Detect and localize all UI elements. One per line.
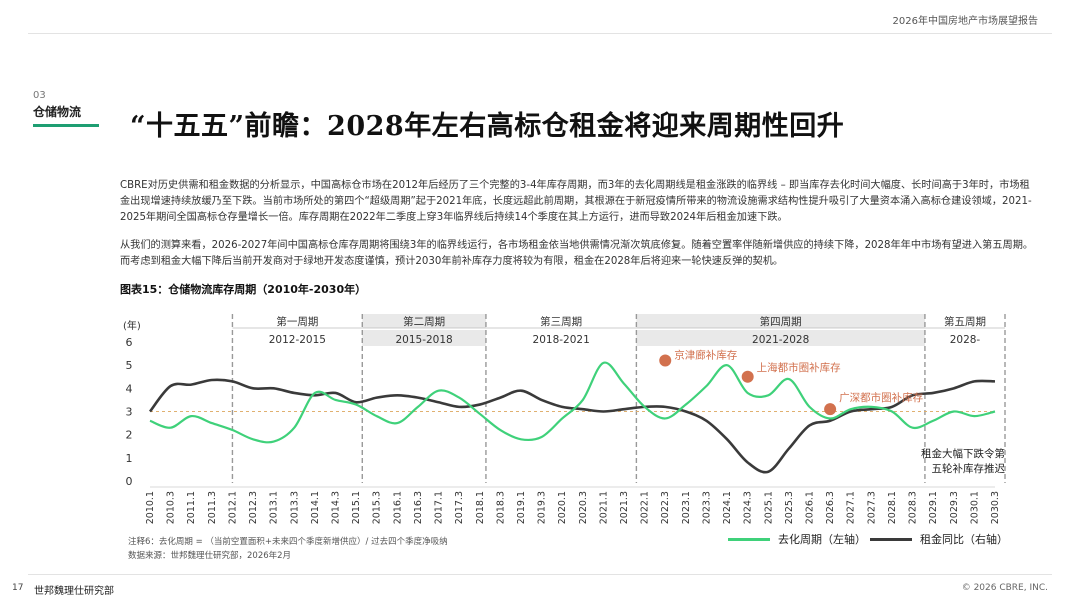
x-tick-label: 2018.1 <box>475 491 486 524</box>
legend-absorption-label: 去化周期（左轴） <box>778 533 866 546</box>
x-tick-label: 2018.3 <box>495 491 506 524</box>
period-years-3: 2018-2021 <box>533 334 590 346</box>
page-title: “十五五”前瞻：2028年左右高标仓租金将迎来周期性回升 <box>130 111 845 142</box>
annotation-marker <box>741 370 754 383</box>
x-tick-label: 2012.3 <box>248 491 259 524</box>
x-tick-label: 2020.1 <box>557 491 568 524</box>
note-definition: 注释6：去化周期 = （当前空置面积+未来四个季度新增供应）/ 过去四个季度净吸… <box>128 537 448 547</box>
left-tick-label: 5 <box>126 359 133 372</box>
section-name: 仓储物流 <box>33 105 82 119</box>
x-tick-label: 2026.1 <box>805 491 816 524</box>
left-tick-label: 3 <box>126 406 133 419</box>
period-band <box>362 330 486 346</box>
x-tick-label: 2015.1 <box>351 491 362 524</box>
period-label-5: 第五周期 <box>944 315 986 328</box>
annotation-label: 广深都市圈补库存 <box>839 391 923 404</box>
x-tick-label: 2030.1 <box>969 491 980 524</box>
x-tick-label: 2025.1 <box>763 491 774 524</box>
legend-absorption-swatch <box>728 537 770 541</box>
x-tick-label: 2011.3 <box>207 491 218 524</box>
footer-org: 世邦魏理仕研究部 <box>34 586 114 597</box>
x-tick-label: 2017.3 <box>454 491 465 524</box>
legend-absorption: 去化周期（左轴） <box>728 531 866 547</box>
x-tick-label: 2029.1 <box>928 491 939 524</box>
x-tick-label: 2012.1 <box>227 491 238 524</box>
x-tick-label: 2025.3 <box>784 491 795 524</box>
period-label-1: 第一周期 <box>276 315 318 328</box>
paragraph-1: CBRE对历史供需和租金数据的分析显示，中国高标仓市场在2012年后经历了三个完… <box>120 180 1032 223</box>
inventory-cycle-chart: 第一周期 2012-2015 第二周期 2015-2018 第三周期 2018-2021 第… <box>123 314 1006 524</box>
header-divider <box>28 33 1052 34</box>
x-tick-label: 2024.1 <box>722 491 733 524</box>
left-axis-unit: (年) <box>123 319 141 332</box>
left-tick-label: 2 <box>126 429 133 442</box>
x-tick-label: 2011.1 <box>186 491 197 524</box>
annotation-marker <box>824 403 837 416</box>
period-years-1: 2012-2015 <box>269 334 326 346</box>
x-tick-label: 2030.3 <box>990 491 1001 524</box>
x-tick-label: 2027.1 <box>846 491 857 524</box>
annotation-label: 京津廊补库存 <box>674 349 737 362</box>
x-tick-label: 2022.3 <box>660 491 671 524</box>
x-tick-label: 2028.3 <box>908 491 919 524</box>
x-tick-label: 2020.3 <box>578 491 589 524</box>
x-tick-label: 2021.1 <box>598 491 609 524</box>
left-tick-label: 1 <box>126 452 133 465</box>
annotation-marker <box>659 354 672 367</box>
section-accent-bar <box>33 124 99 127</box>
x-tick-label: 2017.1 <box>434 491 445 524</box>
series-rent-line <box>148 378 996 474</box>
x-tick-label: 2021.3 <box>619 491 630 524</box>
report-title: 2026年中国房地产市场展望报告 <box>892 16 1038 27</box>
chart-side-note: 租金大幅下跌令第 <box>921 447 1005 460</box>
section-number: 03 <box>33 90 46 101</box>
x-tick-label: 2014.3 <box>330 491 341 524</box>
period-years-2: 2015-2018 <box>395 334 452 346</box>
x-tick-label: 2019.3 <box>537 491 548 524</box>
period-band <box>636 314 925 328</box>
legend-rent-label: 租金同比（右轴） <box>920 533 1008 546</box>
x-tick-label: 2016.3 <box>413 491 424 524</box>
x-tick-label: 2026.3 <box>825 491 836 524</box>
x-tick-label: 2013.1 <box>269 491 280 524</box>
x-tick-label: 2010.1 <box>145 491 156 524</box>
x-tick-label: 2013.3 <box>289 491 300 524</box>
period-years-4: 2021-2028 <box>752 334 809 346</box>
x-tick-label: 2029.3 <box>949 491 960 524</box>
annotation-label: 上海都市圈补库存 <box>757 361 841 374</box>
period-label-2: 第二周期 <box>403 315 445 328</box>
x-tick-label: 2015.3 <box>372 491 383 524</box>
left-tick-label: 4 <box>126 382 133 395</box>
chart-side-note: 五轮补库存推迟 <box>932 462 1006 475</box>
note-source: 数据来源：世邦魏理仕研究部，2026年2月 <box>128 551 292 561</box>
period-label-4: 第四周期 <box>760 315 802 328</box>
x-tick-label: 2014.1 <box>310 491 321 524</box>
x-tick-label: 2023.1 <box>681 491 692 524</box>
figure-title: 图表15：仓储物流库存周期（2010年-2030年） <box>120 283 367 296</box>
x-tick-label: 2023.3 <box>701 491 712 524</box>
footer-divider <box>28 574 1052 575</box>
x-tick-label: 2022.1 <box>640 491 651 524</box>
legend-rent: 租金同比（右轴） <box>870 531 1008 547</box>
x-tick-label: 2019.1 <box>516 491 527 524</box>
paragraph-2: 从我们的测算来看，2026-2027年间中国高标仓库存周期将围绕3年的临界线运行… <box>120 240 1034 267</box>
copyright: © 2026 CBRE, INC. <box>961 583 1048 593</box>
x-tick-label: 2027.3 <box>866 491 877 524</box>
legend-rent-swatch <box>870 537 912 541</box>
period-band <box>636 330 925 346</box>
x-tick-label: 2016.1 <box>392 491 403 524</box>
x-tick-label: 2010.3 <box>166 491 177 524</box>
left-tick-label: 6 <box>126 336 133 349</box>
x-tick-label: 2024.3 <box>743 491 754 524</box>
left-tick-label: 0 <box>126 475 133 488</box>
period-band <box>362 314 486 328</box>
page-number: 17 <box>12 583 24 593</box>
period-years-5: 2028- <box>950 334 981 346</box>
x-tick-label: 2028.1 <box>887 491 898 524</box>
series-absorption-line <box>149 361 996 444</box>
period-label-3: 第三周期 <box>540 315 582 328</box>
